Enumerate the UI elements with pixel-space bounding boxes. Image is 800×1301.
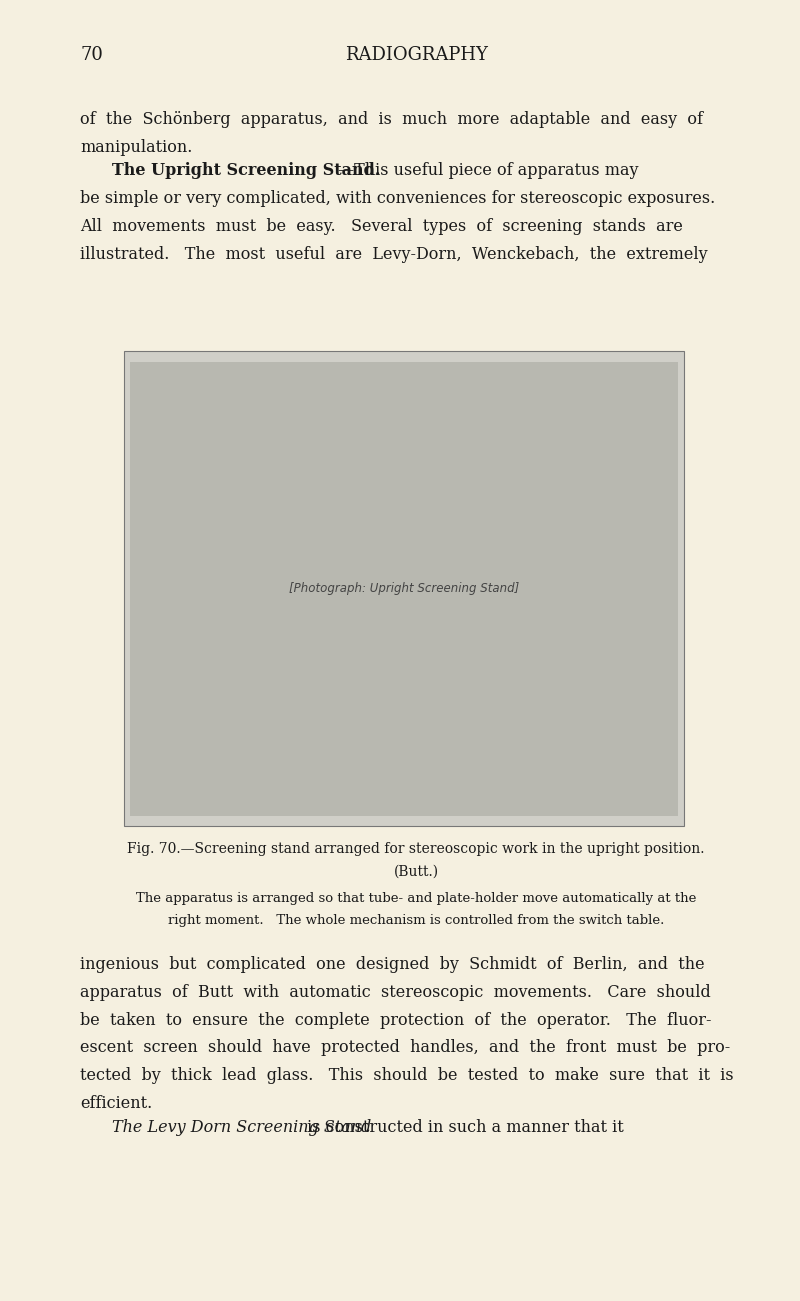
Text: ingenious  but  complicated  one  designed  by  Schmidt  of  Berlin,  and  the: ingenious but complicated one designed b… xyxy=(80,955,705,973)
Text: All  movements  must  be  easy.   Several  types  of  screening  stands  are: All movements must be easy. Several type… xyxy=(80,219,683,235)
Bar xyxy=(130,362,678,816)
Bar xyxy=(124,351,684,826)
Text: of  the  Schönberg  apparatus,  and  is  much  more  adaptable  and  easy  of: of the Schönberg apparatus, and is much … xyxy=(80,111,703,127)
Text: (Butt.): (Butt.) xyxy=(394,865,438,878)
Text: RADIOGRAPHY: RADIOGRAPHY xyxy=(345,46,487,64)
Text: —This useful piece of apparatus may: —This useful piece of apparatus may xyxy=(338,163,639,180)
Text: The Upright Screening Stand.: The Upright Screening Stand. xyxy=(112,163,380,180)
Text: be simple or very complicated, with conveniences for stereoscopic exposures.: be simple or very complicated, with conv… xyxy=(80,190,715,207)
Text: is constructed in such a manner that it: is constructed in such a manner that it xyxy=(302,1119,624,1136)
Text: apparatus  of  Butt  with  automatic  stereoscopic  movements.   Care  should: apparatus of Butt with automatic stereos… xyxy=(80,984,710,1000)
Text: right moment.   The whole mechanism is controlled from the switch table.: right moment. The whole mechanism is con… xyxy=(168,915,664,926)
Text: Fig. 70.—Screening stand arranged for stereoscopic work in the upright position.: Fig. 70.—Screening stand arranged for st… xyxy=(127,842,705,856)
Text: [Photograph: Upright Screening Stand]: [Photograph: Upright Screening Stand] xyxy=(289,583,519,595)
Text: tected  by  thick  lead  glass.   This  should  be  tested  to  make  sure  that: tected by thick lead glass. This should … xyxy=(80,1067,734,1085)
Text: The Levy Dorn Screening Stand: The Levy Dorn Screening Stand xyxy=(112,1119,371,1136)
Text: 70: 70 xyxy=(80,46,103,64)
Text: efficient.: efficient. xyxy=(80,1095,152,1112)
Text: escent  screen  should  have  protected  handles,  and  the  front  must  be  pr: escent screen should have protected hand… xyxy=(80,1039,730,1056)
Text: The apparatus is arranged so that tube- and plate-holder move automatically at t: The apparatus is arranged so that tube- … xyxy=(136,892,696,904)
Text: manipulation.: manipulation. xyxy=(80,138,192,156)
Text: be  taken  to  ensure  the  complete  protection  of  the  operator.   The  fluo: be taken to ensure the complete protecti… xyxy=(80,1012,711,1029)
Text: illustrated.   The  most  useful  are  Levy-Dorn,  Wenckebach,  the  extremely: illustrated. The most useful are Levy-Do… xyxy=(80,246,708,263)
